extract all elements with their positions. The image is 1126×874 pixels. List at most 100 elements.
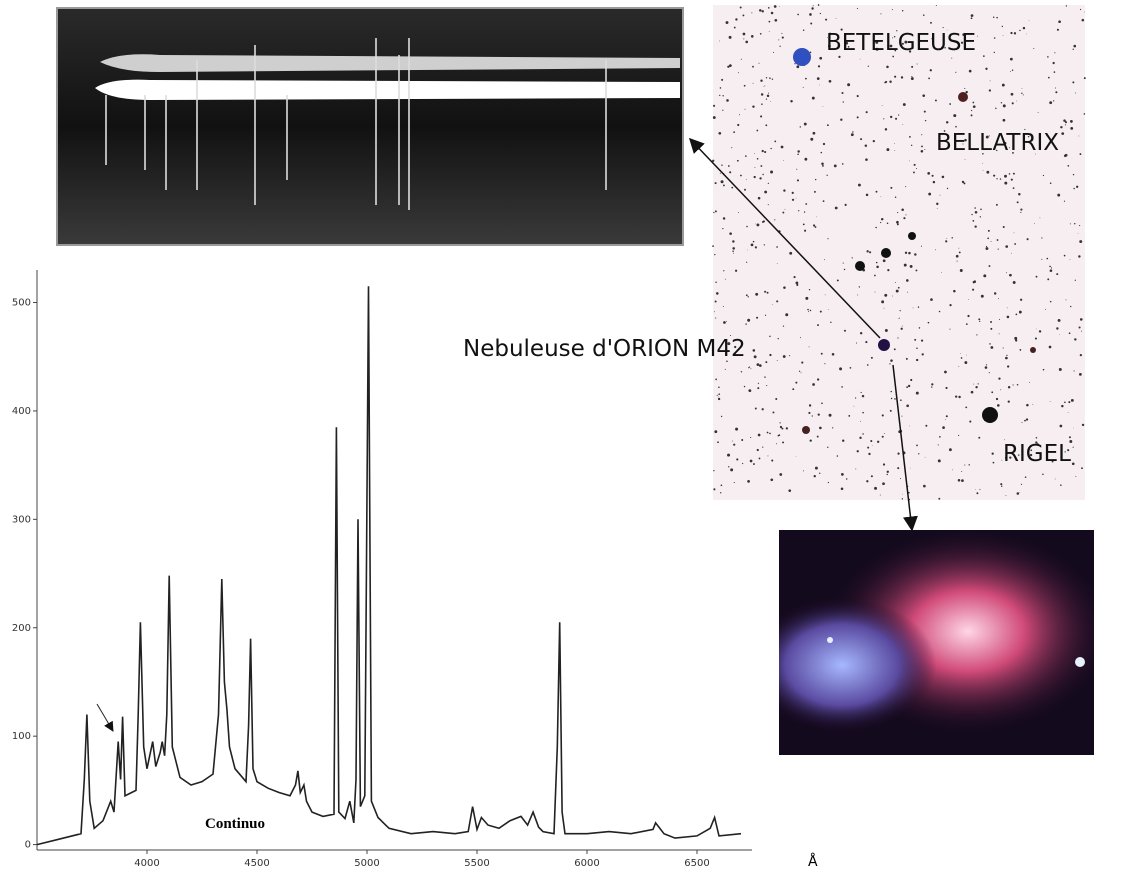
star (730, 468, 733, 471)
star (774, 141, 776, 143)
star (796, 281, 799, 284)
star (1013, 384, 1014, 385)
star (776, 246, 778, 248)
star (809, 13, 812, 16)
x-tick-label: 6500 (684, 858, 709, 869)
annotation-arrow (97, 704, 113, 731)
star (818, 414, 820, 416)
star (841, 92, 843, 94)
star (971, 17, 973, 19)
star (890, 410, 892, 412)
star (857, 8, 858, 9)
star (988, 230, 990, 232)
star (933, 181, 935, 183)
star (1011, 253, 1012, 254)
star (765, 361, 767, 363)
star (927, 172, 930, 175)
star (1010, 32, 1012, 34)
star (905, 186, 906, 187)
star (723, 217, 725, 219)
star (715, 300, 717, 302)
star (908, 252, 911, 255)
star (986, 364, 987, 365)
star (742, 463, 743, 464)
star (1074, 370, 1075, 371)
star (1079, 225, 1080, 226)
star (817, 436, 819, 438)
star (1054, 71, 1056, 73)
star (844, 269, 845, 270)
star (886, 148, 889, 151)
star (1052, 62, 1054, 64)
star (764, 191, 767, 194)
star (1023, 94, 1024, 95)
star (759, 458, 761, 460)
star (818, 65, 820, 67)
star (1025, 476, 1027, 478)
star (937, 208, 938, 209)
star (752, 105, 754, 107)
star (1057, 29, 1059, 31)
star (1073, 188, 1075, 190)
star (790, 100, 792, 102)
star (1026, 34, 1027, 35)
star (1079, 373, 1082, 376)
star (782, 212, 784, 214)
star (713, 116, 716, 119)
star (877, 441, 879, 443)
star (766, 99, 767, 100)
star (875, 227, 877, 229)
star (713, 105, 715, 107)
star (735, 270, 737, 272)
star (756, 317, 758, 319)
star (1066, 5, 1067, 6)
star (1000, 178, 1001, 179)
star (762, 10, 764, 12)
star (828, 309, 829, 310)
star (817, 378, 819, 380)
star (905, 252, 907, 254)
star (993, 17, 994, 18)
star (911, 145, 912, 146)
star (734, 27, 736, 29)
star (947, 188, 948, 189)
star (891, 398, 892, 399)
star (726, 321, 727, 322)
star (882, 482, 885, 485)
star (923, 485, 926, 488)
star (1048, 77, 1050, 79)
star (770, 478, 773, 481)
star (1079, 240, 1082, 243)
star (908, 232, 916, 240)
star (1014, 32, 1016, 34)
star (1064, 201, 1065, 202)
star (883, 463, 885, 465)
star (769, 31, 770, 32)
star (824, 363, 825, 364)
star (868, 66, 869, 67)
star (992, 452, 994, 454)
star (881, 300, 884, 303)
star (746, 226, 748, 228)
star (887, 471, 889, 473)
star (755, 408, 757, 410)
star (991, 241, 992, 242)
star (728, 165, 730, 167)
star (786, 427, 788, 429)
spectrum-photo (57, 8, 683, 245)
star (779, 6, 780, 7)
star (757, 387, 759, 389)
star (803, 30, 804, 31)
star (781, 146, 784, 149)
star (726, 99, 729, 102)
star (882, 105, 883, 106)
star (896, 290, 899, 293)
star (997, 239, 999, 241)
star (978, 318, 980, 320)
star (949, 448, 952, 451)
star (721, 79, 723, 81)
star (1060, 126, 1062, 128)
star (1049, 346, 1052, 349)
star (1001, 486, 1002, 487)
star (823, 106, 824, 107)
